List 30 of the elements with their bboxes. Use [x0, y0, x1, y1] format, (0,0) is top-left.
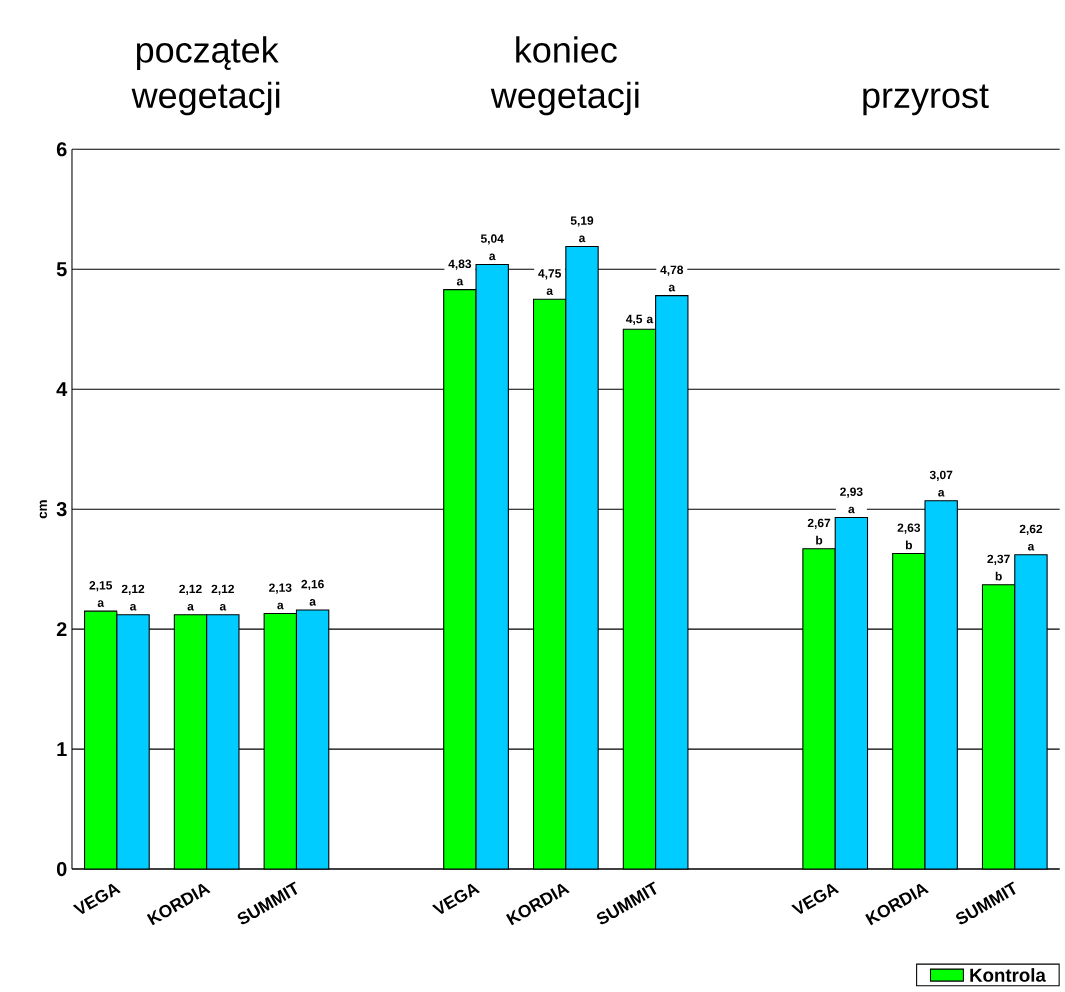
data-label: 2,12 a	[179, 584, 202, 611]
data-label: 2,67 b	[807, 518, 831, 545]
data-label: 2,12 a	[121, 584, 145, 611]
y-tick-label: 2	[56, 622, 67, 637]
text: koniec wegetacji	[490, 36, 639, 116]
y-tick-label: 1	[57, 742, 67, 757]
data-label: 2,93 a	[840, 487, 863, 514]
data-label: 5,19 a	[570, 216, 594, 243]
data-label: 2,37 b	[987, 554, 1010, 581]
y-tick-label: 5	[56, 262, 67, 277]
y-tick-label: 0	[56, 862, 67, 877]
data-label: 4,83 a	[448, 259, 472, 286]
data-label: 5,04 a	[480, 234, 504, 261]
legend-label: Kontrola	[970, 968, 1046, 982]
data-label: 2,15 a	[89, 581, 113, 608]
y-axis-title: cm	[39, 500, 47, 519]
data-label: 2,63 b	[897, 523, 921, 550]
text: początek wegetacji	[131, 36, 280, 116]
data-label: 4,5 a	[625, 315, 654, 326]
data-label: 3,07 a	[929, 470, 953, 497]
y-tick-label: 3	[56, 502, 67, 517]
data-label: 2,16 a	[301, 580, 324, 606]
data-label: 2,62 a	[1019, 524, 1043, 551]
text: przyrost	[863, 84, 989, 116]
data-label: 2,12 a	[211, 584, 235, 611]
y-tick-label: 4	[56, 382, 68, 397]
y-tick-label: 6	[56, 142, 67, 157]
data-label: 2,13 a	[269, 583, 292, 610]
data-label: 4,75 a	[538, 269, 561, 296]
data-label: 4,78 a	[660, 265, 684, 292]
